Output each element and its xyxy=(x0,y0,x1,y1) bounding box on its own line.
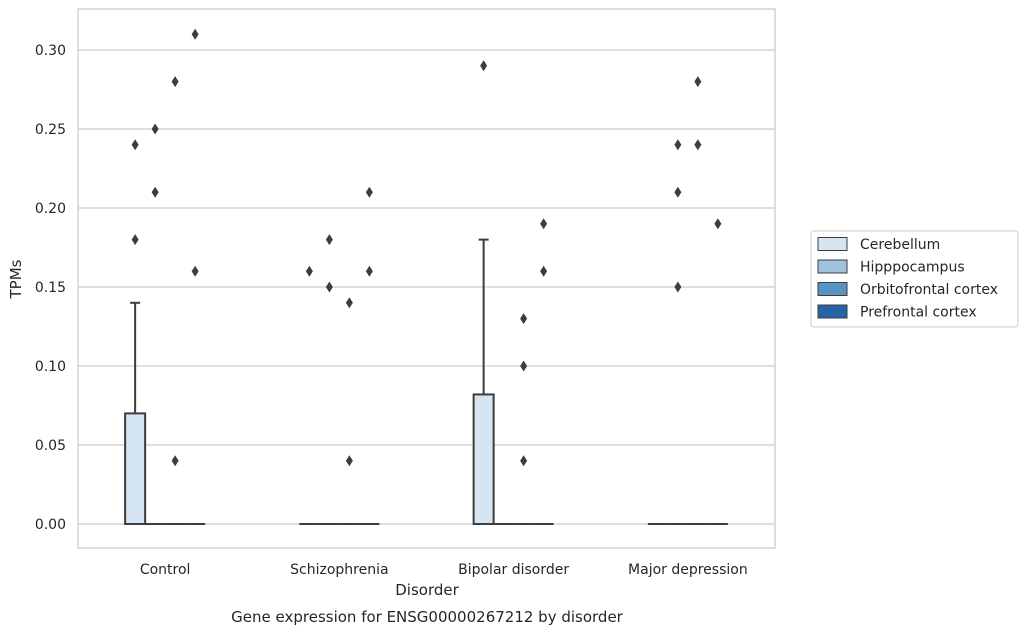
box-2-3 xyxy=(687,76,708,525)
box-0-0 xyxy=(124,139,147,525)
y-tick-label: 0.30 xyxy=(35,43,66,59)
outlier-point xyxy=(191,265,199,277)
x-tick-label: Schizophrenia xyxy=(290,562,388,578)
outlier-point xyxy=(674,281,682,293)
legend-frame xyxy=(810,230,1019,328)
outlier-point xyxy=(520,360,528,372)
box-body xyxy=(472,393,495,525)
chart-caption: Gene expression for ENSG00000267212 by d… xyxy=(231,608,624,626)
y-tick-label: 0.15 xyxy=(35,280,66,296)
x-tick-label: Bipolar disorder xyxy=(458,562,569,578)
box-1-3 xyxy=(667,139,688,525)
legend-label: Prefrontal cortex xyxy=(860,305,977,321)
outlier-point xyxy=(540,218,548,230)
legend-label: Cerebellum xyxy=(860,237,940,253)
plot-frame xyxy=(77,8,776,549)
outlier-point xyxy=(325,234,333,246)
legend-swatch xyxy=(817,259,848,274)
box-2-2 xyxy=(513,313,534,525)
outlier-point xyxy=(131,139,139,151)
outlier-point xyxy=(191,28,199,40)
box-3-2 xyxy=(533,218,554,525)
outlier-point xyxy=(674,139,682,151)
x-tick-label: Control xyxy=(140,562,191,578)
box-2-1 xyxy=(339,297,360,525)
outlier-point xyxy=(520,313,528,325)
outlier-point xyxy=(694,76,702,88)
outlier-point xyxy=(540,265,548,277)
outlier-point xyxy=(151,123,159,135)
outlier-point xyxy=(151,186,159,198)
legend-label: Hipppocampus xyxy=(860,260,965,276)
legend: Cerebellum Hipppocampus Orbitofrontal cort… xyxy=(810,230,1019,328)
axis-layer: 0.00 0.05 0.10 0.15 0.20 0.25 0.30 Control Schiz… xyxy=(35,43,748,578)
box-body xyxy=(124,412,147,525)
grid-layer xyxy=(78,49,775,525)
outlier-point xyxy=(171,76,179,88)
y-tick-label: 0.20 xyxy=(35,201,66,217)
box-1-1 xyxy=(319,234,340,525)
outlier-point xyxy=(305,265,313,277)
outlier-point xyxy=(345,297,353,309)
box-2-0 xyxy=(165,76,186,525)
box-layer xyxy=(124,28,728,525)
outlier-point xyxy=(131,234,139,246)
legend-swatch xyxy=(817,304,848,319)
box-1-0 xyxy=(145,123,166,525)
legend-swatch xyxy=(817,237,848,251)
box-3-3 xyxy=(707,218,728,525)
outlier-point xyxy=(345,455,353,467)
box-0-1 xyxy=(299,265,320,525)
outlier-point xyxy=(325,281,333,293)
outlier-point xyxy=(674,186,682,198)
y-axis-label: TPMs xyxy=(7,259,25,299)
outlier-point xyxy=(171,455,179,467)
y-tick-label: 0.05 xyxy=(35,438,66,454)
legend-swatch xyxy=(817,282,848,296)
outlier-point xyxy=(365,265,373,277)
outlier-point xyxy=(714,218,722,230)
box-3-1 xyxy=(359,186,380,525)
outlier-point xyxy=(694,139,702,151)
y-tick-label: 0.25 xyxy=(35,122,66,138)
outlier-point xyxy=(480,60,488,72)
y-tick-label: 0.00 xyxy=(35,517,66,533)
box-0-2 xyxy=(472,60,495,525)
y-tick-label: 0.10 xyxy=(35,359,66,375)
outlier-point xyxy=(365,186,373,198)
x-axis-label: Disorder xyxy=(395,581,459,599)
outlier-point xyxy=(520,455,528,467)
legend-label: Orbitofrontal cortex xyxy=(860,282,998,298)
x-tick-label: Major depression xyxy=(628,562,748,578)
box-3-0 xyxy=(185,28,206,525)
